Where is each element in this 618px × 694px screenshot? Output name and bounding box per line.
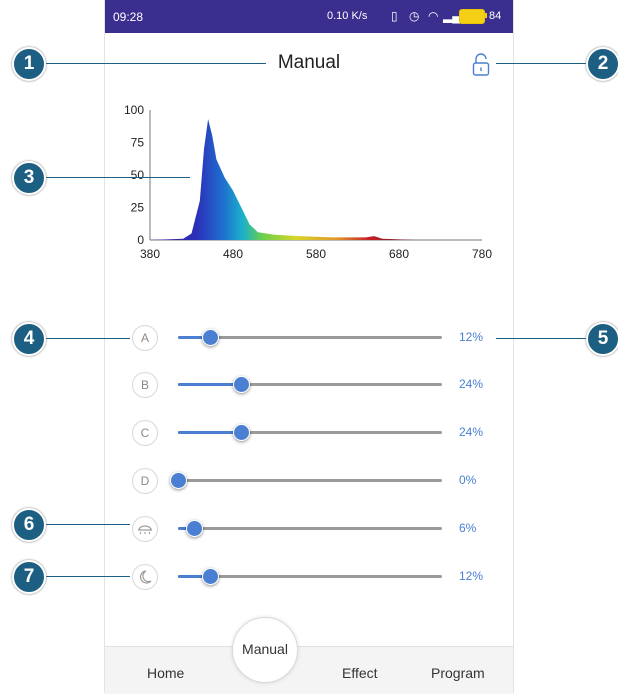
callout-7: 7 [12,560,46,594]
nav-manual-label: Manual [242,641,288,657]
channel-label: C [132,420,158,446]
y-tick-label: 0 [137,233,144,247]
network-speed: 0.10 K/s [327,10,368,22]
unlock-icon[interactable] [472,53,490,77]
channel-slider-row: 12% [105,562,513,592]
slider-thumb[interactable] [233,376,251,393]
channel-percent: 6% [459,521,477,535]
x-tick-label: 680 [389,247,409,261]
channel-slider[interactable] [178,329,442,346]
y-tick-label: 25 [131,201,145,215]
slider-thumb[interactable] [233,424,251,441]
callout-1: 1 [12,47,46,81]
sunrise-icon [132,516,158,542]
channel-percent: 24% [459,377,484,391]
y-tick-label: 75 [131,136,145,150]
channel-slider-row: 6% [105,514,513,544]
channel-label: A [132,325,158,351]
wifi-icon: ◠ [428,9,439,23]
x-tick-label: 480 [223,247,243,261]
vibrate-icon: ▯ [391,9,398,23]
channel-slider-row: C 24% [105,418,513,448]
status-bar: 09:28 0.10 K/s ▯ ◷ ◠ ▂▄▆ 84 [105,0,513,33]
slider-thumb[interactable] [170,472,187,489]
callout-4: 4 [12,322,46,356]
channel-label: D [132,468,158,494]
callout-2: 2 [586,47,618,81]
channel-slider-row: D 0% [105,466,513,496]
moon-icon [132,564,158,590]
spectrum-area [150,119,482,240]
channel-slider[interactable] [178,568,442,585]
phone-screen: 09:28 0.10 K/s ▯ ◷ ◠ ▂▄▆ 84 Manual A 12% B… [104,0,514,694]
x-tick-label: 780 [472,247,492,261]
channel-slider[interactable] [170,472,442,489]
channel-slider[interactable] [178,424,442,441]
channel-percent: 12% [459,330,484,344]
channel-slider[interactable] [178,376,442,393]
alarm-icon: ◷ [409,9,420,23]
slider-thumb[interactable] [185,520,203,537]
battery-level: 84 [489,10,502,22]
nav-manual[interactable]: Manual [232,617,298,683]
page-title: Manual [277,52,341,73]
slider-thumb[interactable] [201,568,219,585]
channel-percent: 12% [459,569,484,583]
status-time: 09:28 [113,10,144,24]
y-tick-label: 50 [131,168,145,182]
x-tick-label: 380 [140,247,160,261]
callout-5: 5 [586,322,618,356]
channel-slider[interactable] [178,520,442,537]
y-tick-label: 100 [124,103,144,117]
slider-thumb[interactable] [201,329,219,346]
slider-fill [178,383,242,386]
slider-fill [178,336,210,339]
channel-percent: 0% [459,473,477,487]
channel-slider-row: B 24% [105,370,513,400]
bottom-nav: Home Effect Program [105,646,513,694]
slider-fill [178,575,210,578]
x-tick-label: 580 [306,247,326,261]
slider-fill [178,431,242,434]
channel-label: B [132,372,158,398]
nav-home[interactable]: Home [147,665,185,681]
battery-icon [459,9,485,24]
callout-3: 3 [12,161,46,195]
channel-slider-row: A 12% [105,323,513,353]
spectrum-chart: 380 480 580 680 780 100 75 50 25 0 [124,103,492,261]
nav-effect[interactable]: Effect [342,665,378,681]
channel-percent: 24% [459,425,484,439]
callout-6: 6 [12,508,46,542]
nav-program[interactable]: Program [431,665,485,681]
